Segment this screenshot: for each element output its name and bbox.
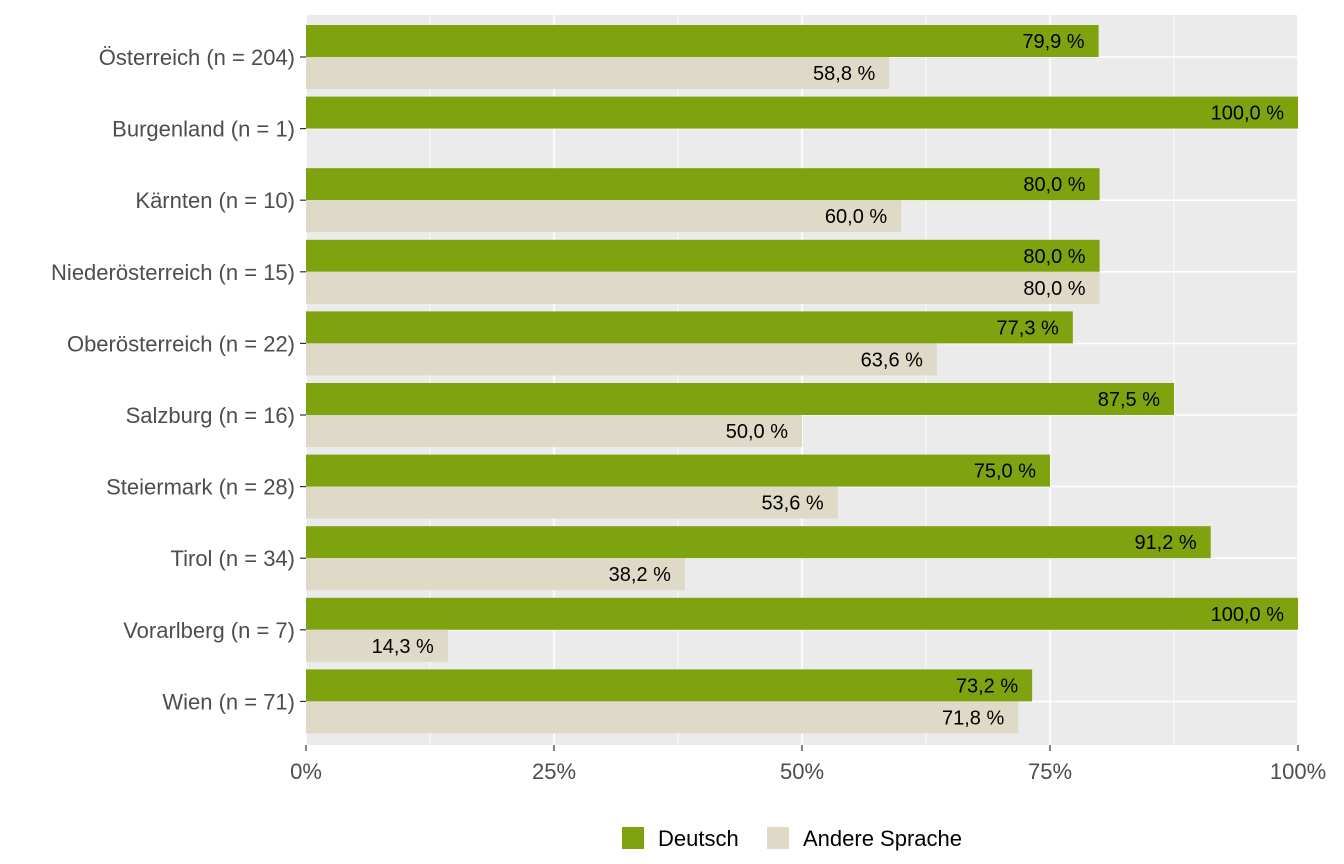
data-label: 100,0 %	[1211, 103, 1285, 125]
bar	[306, 486, 838, 519]
category-label: Tirol (n = 34)	[170, 546, 295, 571]
data-label: 71,8 %	[942, 707, 1004, 729]
data-label: 58,8 %	[813, 63, 875, 85]
category-label: Österreich (n = 204)	[99, 45, 295, 70]
legend-label: Deutsch	[658, 826, 739, 851]
x-axis: 0% 25% 50% 75% 100%	[290, 745, 1326, 784]
data-label: 87,5 %	[1098, 389, 1160, 411]
bar	[306, 200, 902, 233]
x-tick-label: 100%	[1270, 759, 1326, 784]
category-label: Steiermark (n = 28)	[106, 475, 295, 500]
bar	[306, 343, 937, 376]
data-labels: 79,9 % 58,8 % 100,0 % 80,0 % 60,0 % 80,0 % 80,…	[372, 31, 1285, 729]
y-axis: Österreich (n = 204) Burgenland (n = 1) Kä…	[51, 45, 306, 714]
data-label: 14,3 %	[372, 636, 434, 658]
data-label: 77,3 %	[997, 317, 1059, 339]
data-label: 80,0 %	[1023, 246, 1085, 268]
bar	[306, 57, 890, 89]
category-label: Wien (n = 71)	[162, 689, 295, 714]
data-label: 50,0 %	[726, 421, 788, 443]
bar	[306, 701, 1019, 734]
category-label: Niederösterreich (n = 15)	[51, 260, 295, 285]
data-label: 75,0 %	[974, 461, 1036, 483]
bar	[306, 669, 1033, 702]
data-label: 73,2 %	[956, 675, 1018, 697]
bar	[306, 558, 685, 591]
data-label: 80,0 %	[1023, 174, 1085, 196]
bar	[306, 239, 1100, 272]
legend: Deutsch Andere Sprache	[622, 826, 962, 851]
bars	[306, 25, 1298, 734]
x-tick-label: 75%	[1028, 759, 1072, 784]
data-label: 60,0 %	[825, 206, 887, 228]
legend-label: Andere Sprache	[803, 826, 962, 851]
category-label: Oberösterreich (n = 22)	[67, 331, 295, 356]
bar	[306, 96, 1298, 129]
x-tick-label: 50%	[780, 759, 824, 784]
category-label: Salzburg (n = 16)	[126, 403, 295, 428]
bar	[306, 271, 1100, 304]
category-label: Kärnten (n = 10)	[135, 188, 295, 213]
data-label: 63,6 %	[861, 349, 923, 371]
bar	[306, 415, 802, 447]
bar	[306, 526, 1211, 559]
bar	[306, 383, 1174, 415]
x-tick-label: 25%	[532, 759, 576, 784]
legend-swatch	[767, 827, 789, 849]
bar	[306, 597, 1298, 630]
data-label: 100,0 %	[1211, 604, 1285, 626]
bar	[306, 629, 448, 662]
category-label: Burgenland (n = 1)	[112, 117, 295, 142]
data-label: 80,0 %	[1023, 278, 1085, 300]
legend-swatch	[622, 827, 644, 849]
bar	[306, 454, 1050, 487]
data-label: 53,6 %	[761, 493, 823, 515]
data-label: 79,9 %	[1022, 31, 1084, 53]
data-label: 91,2 %	[1134, 532, 1196, 554]
bar	[306, 311, 1073, 344]
category-label: Vorarlberg (n = 7)	[123, 618, 295, 643]
x-tick-label: 0%	[290, 759, 322, 784]
data-label: 38,2 %	[609, 564, 671, 586]
bar	[306, 25, 1099, 57]
bar	[306, 168, 1100, 201]
